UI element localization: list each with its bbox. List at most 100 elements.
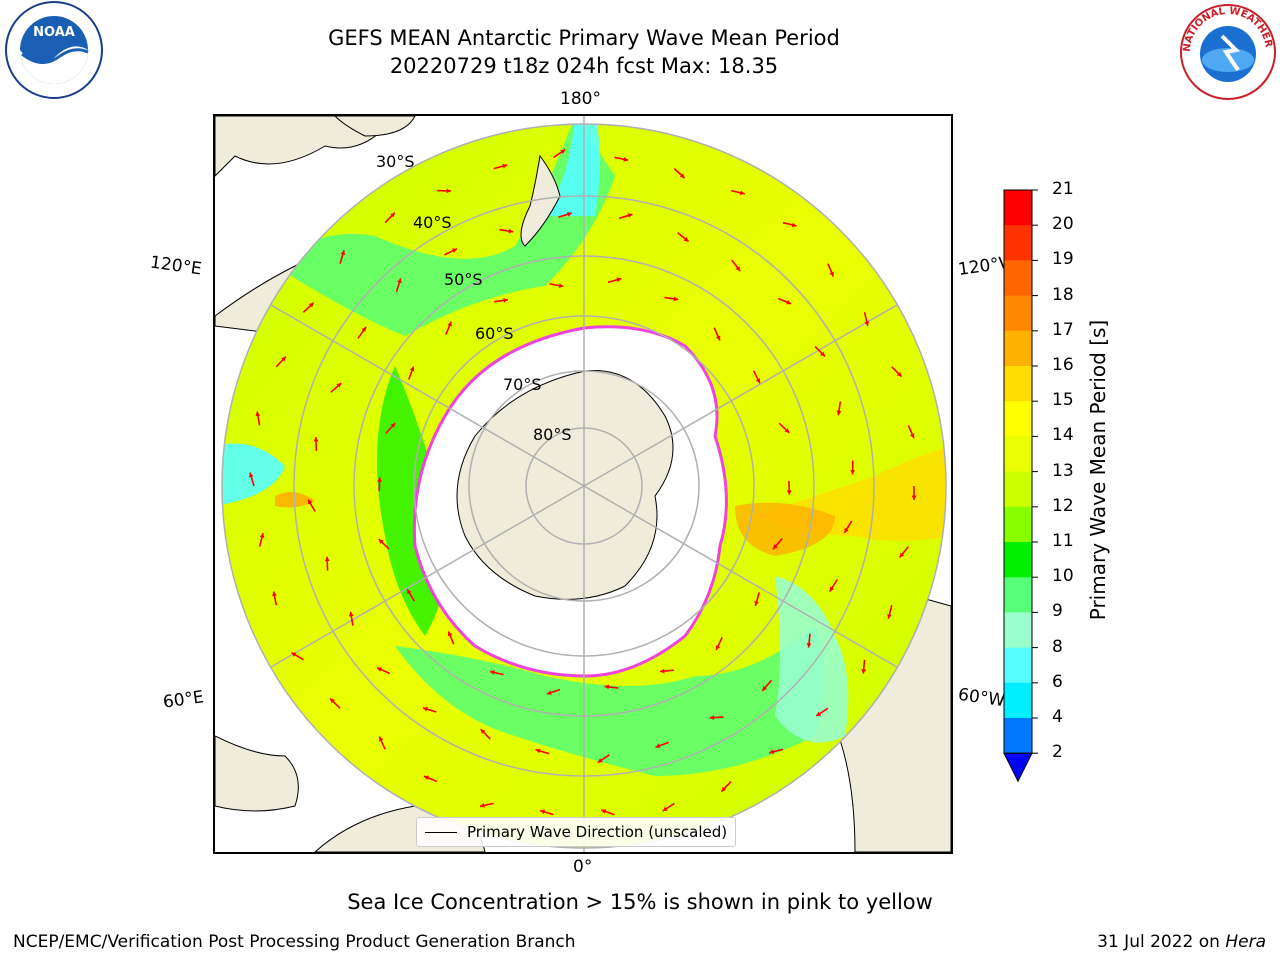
wave-arrow-head [503,298,508,303]
map-legend: Primary Wave Direction (unscaled) [416,817,737,847]
wave-arrow-head [911,495,917,500]
wave-arrow-head [361,326,367,332]
colorbar-tick-label: 20 [1052,214,1074,235]
wave-arrow-head [597,758,603,763]
wave-arrow-head [769,749,775,754]
colorbar-segment [1004,647,1032,684]
colorbar-label: Primary Wave Mean Period [s] [1086,319,1110,621]
wave-arrow-head [887,614,892,619]
sea-ice-note: Sea Ice Concentration > 15% is shown in … [347,890,933,914]
map-panel [213,114,953,854]
wave-arrow-head [762,686,767,691]
wave-direction-arrows [248,148,917,816]
wave-arrow-head [378,539,384,544]
wave-arrow-head [248,472,254,478]
noaa-logo-text: NOAA [33,25,75,40]
wave-arrow-head [397,278,402,284]
wave-arrow-head [909,433,915,439]
wave-arrow-head [735,266,741,272]
wave-arrow-head [535,748,541,754]
colorbar-tick-label: 16 [1052,355,1074,375]
lat-label-40s: 40°S [413,213,452,232]
wave-arrow-head [861,669,867,674]
wave-arrow-head [558,283,564,288]
colorbar-tick-label: 11 [1052,531,1074,551]
graticule [221,116,947,852]
colorbar-tick-label: 21 [1052,179,1074,199]
wave-arrow-head [490,670,495,675]
wave-arrow-head [829,586,835,592]
lon-label-60e: 60°E [161,687,206,713]
land-antarctica [456,370,674,600]
colorbar-tick-label: 13 [1052,460,1074,481]
wave-arrow-head [604,684,610,690]
lat-label-50s: 50°S [444,270,483,289]
lon-label-0: 0° [573,857,593,877]
lat-label-30s: 30°S [376,152,415,171]
colorbar-segment [1004,577,1032,613]
wave-arrow-head [623,157,629,162]
wave-arrow-head [348,611,354,617]
lat-label-80s: 80°S [533,425,572,444]
wave-arrow-head [601,809,607,814]
wave-arrow-head [377,477,382,482]
wave-arrow-head [291,652,297,657]
colorbar-extend-arrow [1003,752,1033,783]
wave-arrow-head [820,351,825,357]
wave-arrow-head [772,544,778,550]
wave-arrow-head [313,437,319,442]
footer-date-text: 31 Jul 2022 on [1097,932,1226,952]
colorbar-segment [1004,366,1032,402]
wave-arrow-head [754,601,759,606]
wave-arrow-head [721,786,727,792]
wave-arrow-head [446,188,451,194]
wave-arrow-head [627,213,633,218]
colorbar-segment [1004,190,1032,226]
wave-arrow-head [560,149,566,154]
colorbar [1003,189,1038,783]
wave-arrow-head [786,490,792,495]
wave-arrow-head [423,775,429,780]
legend-line-swatch [425,831,457,833]
wave-arrow-head [850,470,855,475]
wave-arrow-head [791,222,797,228]
nws-logo: NATIONAL WEATHER SERVICE [1172,0,1280,104]
wave-arrow-head [377,667,382,672]
colorbar-segment [1004,612,1032,649]
wave-arrow-head [546,690,552,695]
wave-arrow-head [616,277,622,282]
wave-arrow-head [422,706,428,712]
wave-arrow-head [508,228,514,234]
wave-arrow-head [844,527,849,533]
wave-arrow-head [407,589,412,595]
wave-arrow-head [896,371,902,377]
wave-arrow-head [447,631,453,637]
wave-arrow-head [480,729,486,734]
colorbar-tick-label: 12 [1052,495,1074,516]
wave-arrow-head [308,499,313,505]
colorbar-segment [1004,225,1032,261]
wave-arrow-head [255,411,261,417]
wave-arrow-head [340,250,346,256]
wave-arrow-head [755,378,760,384]
colorbar-segment [1004,295,1032,332]
footer-credit: NCEP/EMC/Verification Post Processing Pr… [13,932,576,952]
land-madagascar [215,735,299,812]
colorbar-tick-label: 19 [1052,249,1074,270]
wave-arrow-head [324,556,330,562]
colorbar-tick-label: 18 [1052,284,1074,305]
wave-arrow-head [864,321,870,326]
colorbar-segment [1004,330,1032,367]
wave-arrow-head [829,271,834,277]
footer-date: 31 Jul 2022 on Hera [1097,932,1266,952]
colorbar-tick-label: 6 [1052,671,1063,692]
wave-arrow-head [390,212,395,218]
wave-arrow-head [540,809,545,815]
wave-arrow-head [784,428,790,433]
wave-arrow-head [836,410,842,416]
lat-label-70s: 70°S [503,375,542,394]
wave-arrow-head [409,366,415,372]
wave-arrow-head [816,711,822,716]
colorbar-tick-label: 15 [1052,390,1074,411]
colorbar-segment [1004,718,1032,754]
